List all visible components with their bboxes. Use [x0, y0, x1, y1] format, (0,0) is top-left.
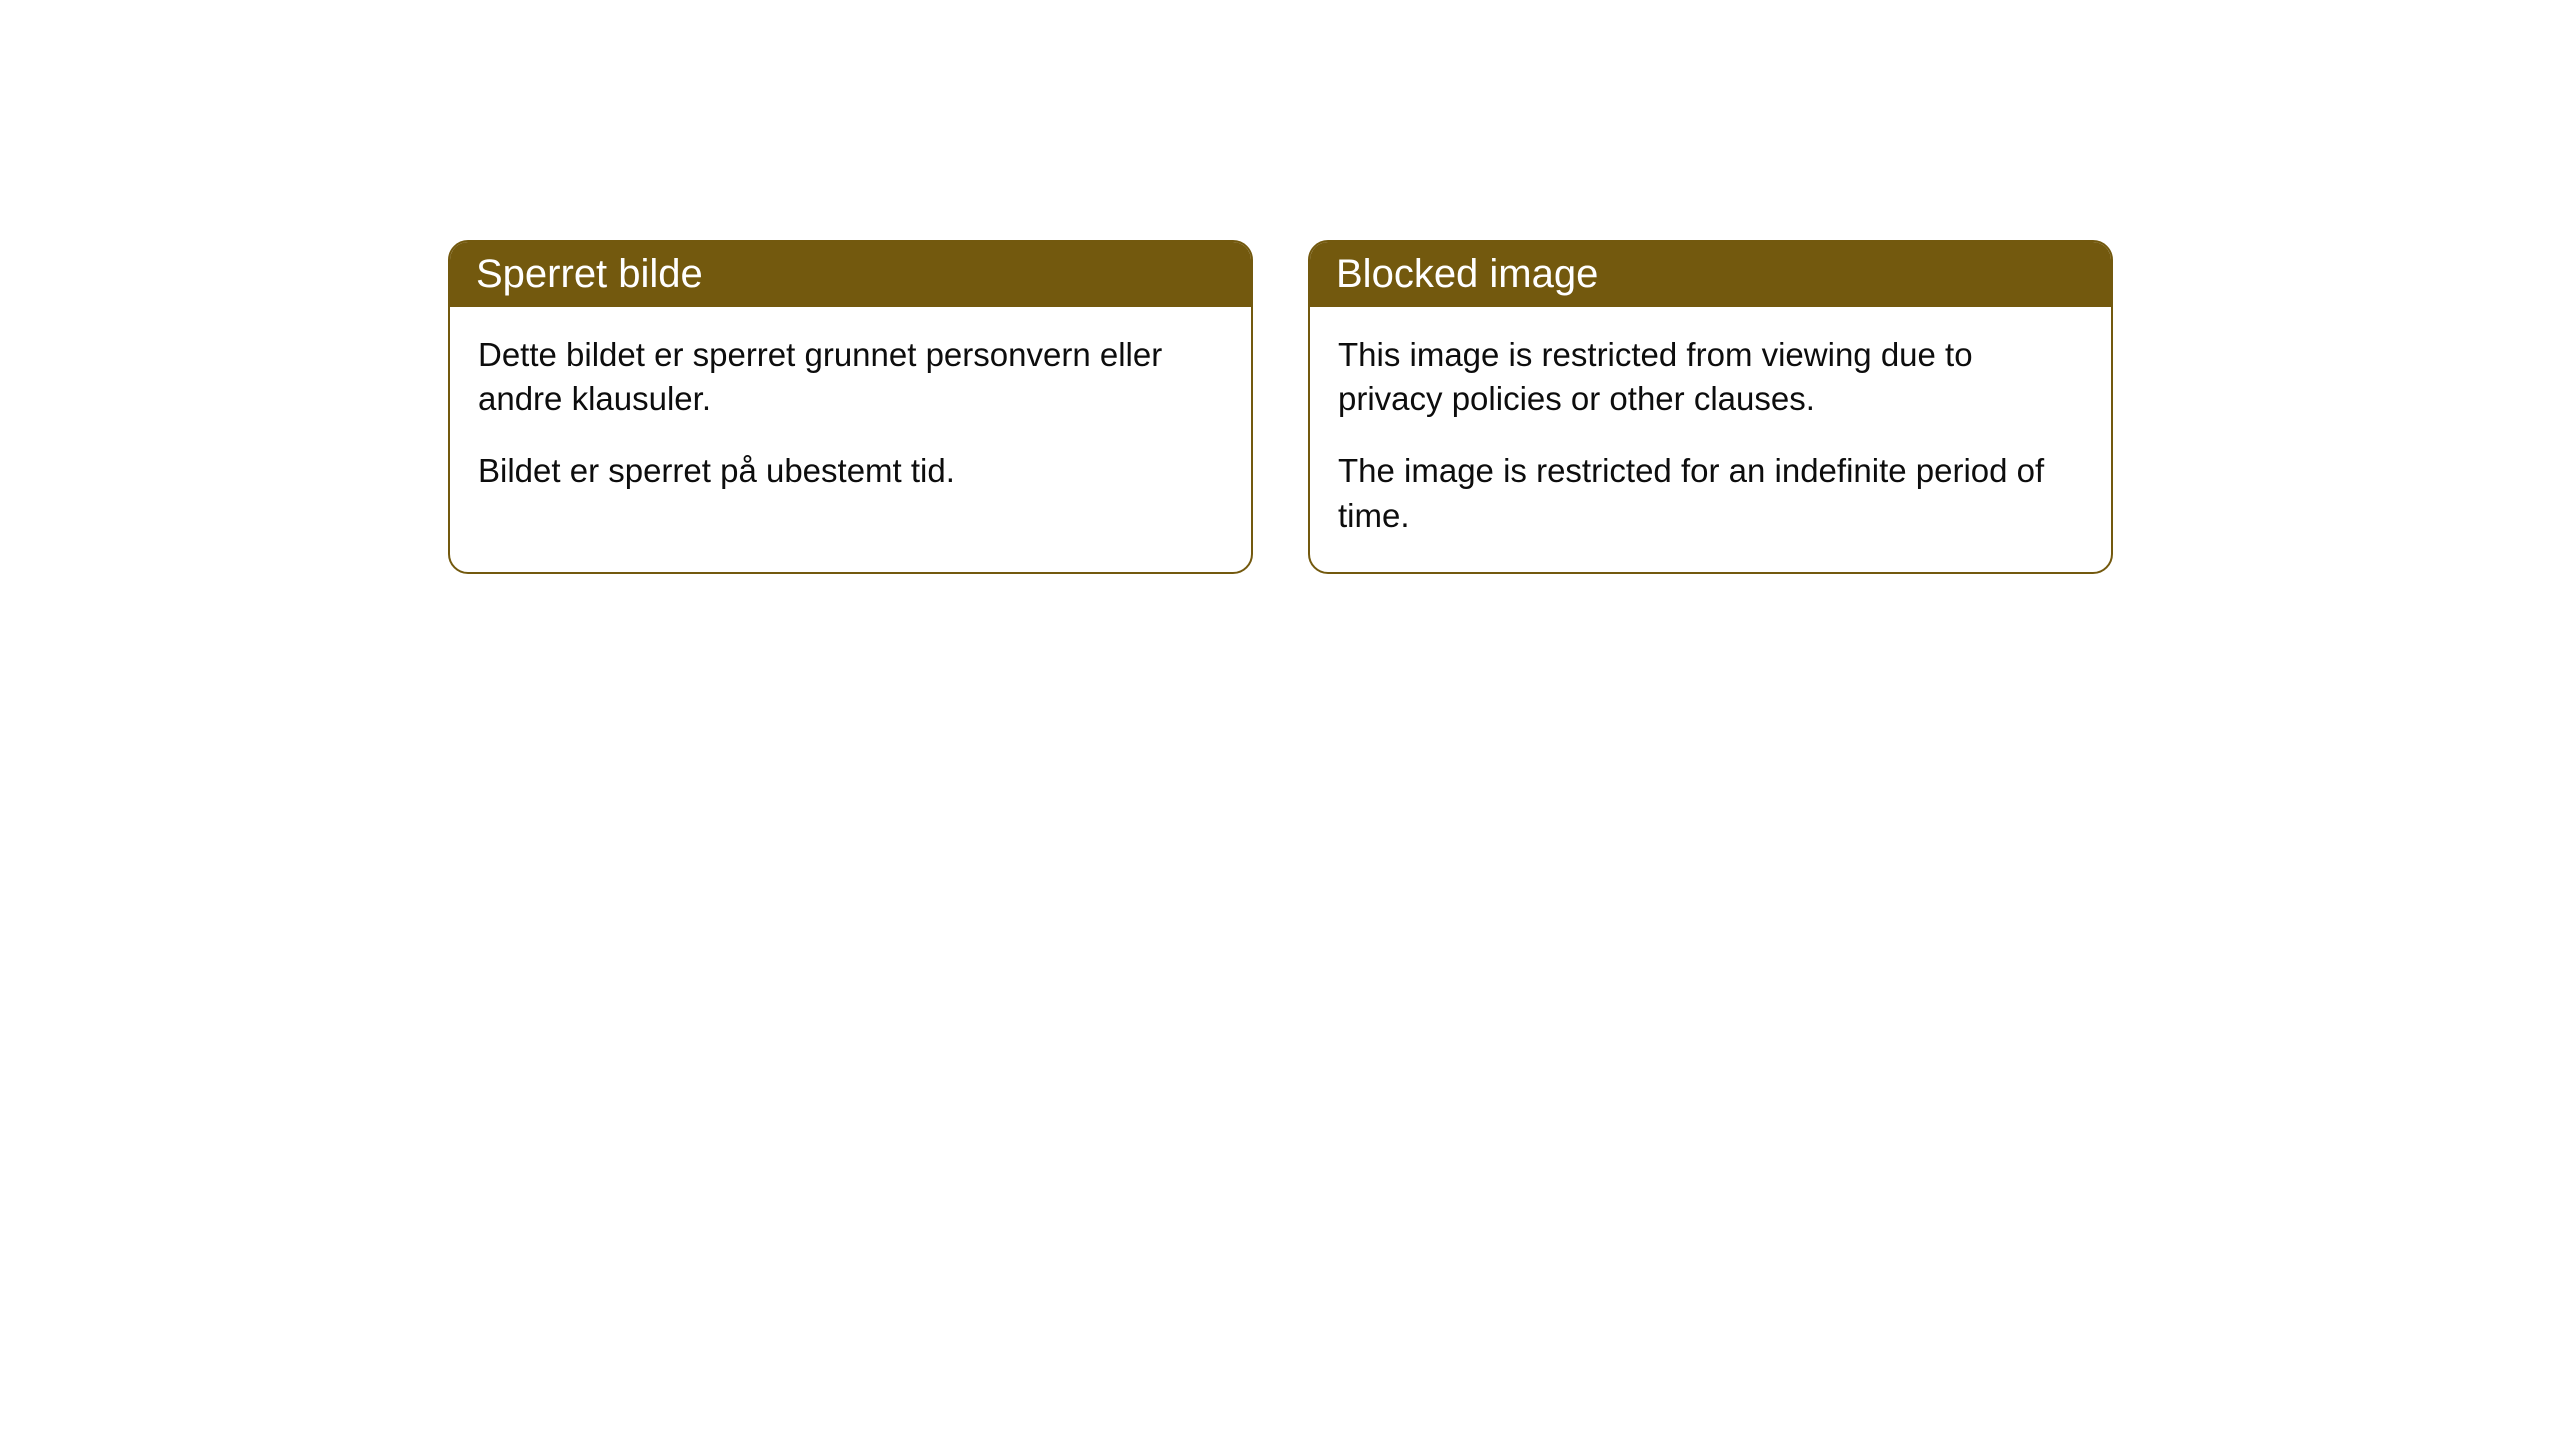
card-body: This image is restricted from viewing du… [1310, 307, 2111, 572]
blocked-image-card-english: Blocked image This image is restricted f… [1308, 240, 2113, 574]
notice-text-1: Dette bildet er sperret grunnet personve… [478, 333, 1223, 421]
card-body: Dette bildet er sperret grunnet personve… [450, 307, 1251, 528]
blocked-image-card-norwegian: Sperret bilde Dette bildet er sperret gr… [448, 240, 1253, 574]
notice-text-1: This image is restricted from viewing du… [1338, 333, 2083, 421]
notice-text-2: The image is restricted for an indefinit… [1338, 449, 2083, 537]
card-header: Blocked image [1310, 242, 2111, 307]
notice-cards-container: Sperret bilde Dette bildet er sperret gr… [448, 240, 2113, 574]
card-header: Sperret bilde [450, 242, 1251, 307]
notice-text-2: Bildet er sperret på ubestemt tid. [478, 449, 1223, 493]
